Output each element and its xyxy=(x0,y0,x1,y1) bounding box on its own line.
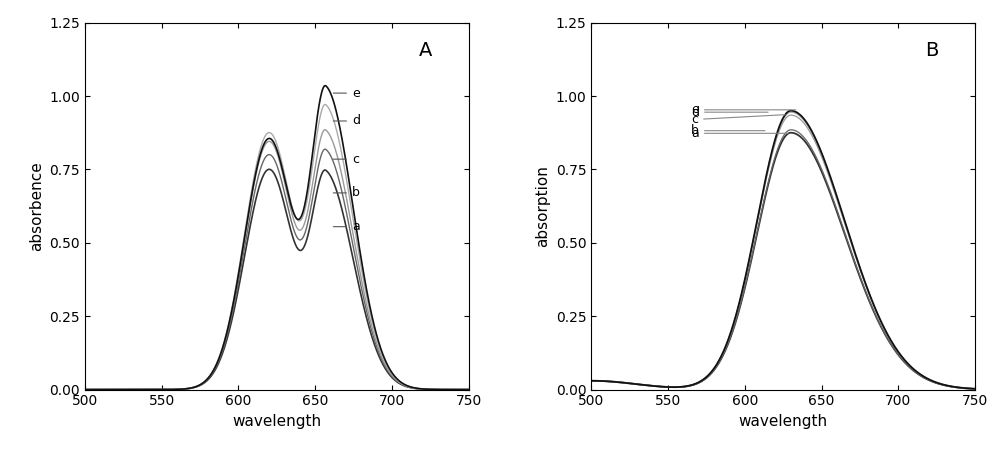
Text: a: a xyxy=(333,220,360,233)
Text: a: a xyxy=(691,127,788,140)
Y-axis label: absorption: absorption xyxy=(535,165,550,247)
Text: B: B xyxy=(925,41,939,60)
Text: c: c xyxy=(333,153,359,166)
Text: b: b xyxy=(691,124,765,137)
Y-axis label: absorbence: absorbence xyxy=(29,161,44,251)
Text: e: e xyxy=(691,103,796,116)
Text: A: A xyxy=(419,41,432,60)
Text: b: b xyxy=(333,186,360,199)
Text: e: e xyxy=(333,87,360,100)
Text: d: d xyxy=(333,115,360,127)
Text: d: d xyxy=(691,106,768,119)
Text: c: c xyxy=(691,113,785,126)
X-axis label: wavelength: wavelength xyxy=(739,414,828,429)
X-axis label: wavelength: wavelength xyxy=(232,414,321,429)
